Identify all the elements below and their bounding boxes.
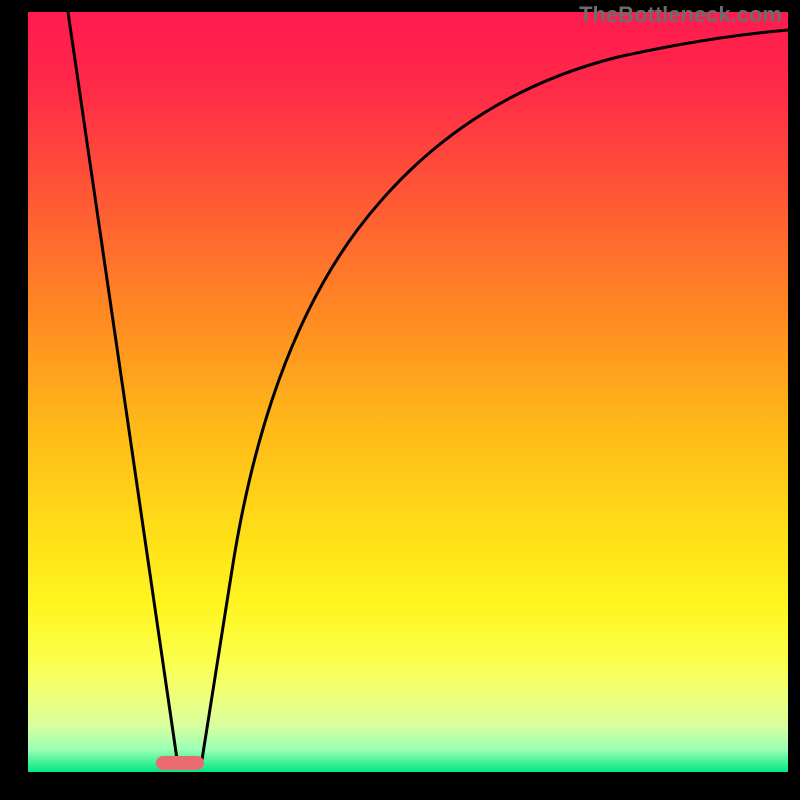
- chart-container: TheBottleneck.com: [0, 0, 800, 800]
- curve-left-branch: [68, 12, 178, 766]
- bottleneck-curve: [28, 12, 788, 772]
- curve-right-branch: [201, 30, 788, 766]
- border-right: [788, 0, 800, 800]
- border-left: [0, 0, 28, 800]
- border-bottom: [0, 772, 800, 800]
- watermark: TheBottleneck.com: [579, 2, 782, 28]
- plot-area: [28, 12, 788, 772]
- optimal-marker: [156, 756, 204, 770]
